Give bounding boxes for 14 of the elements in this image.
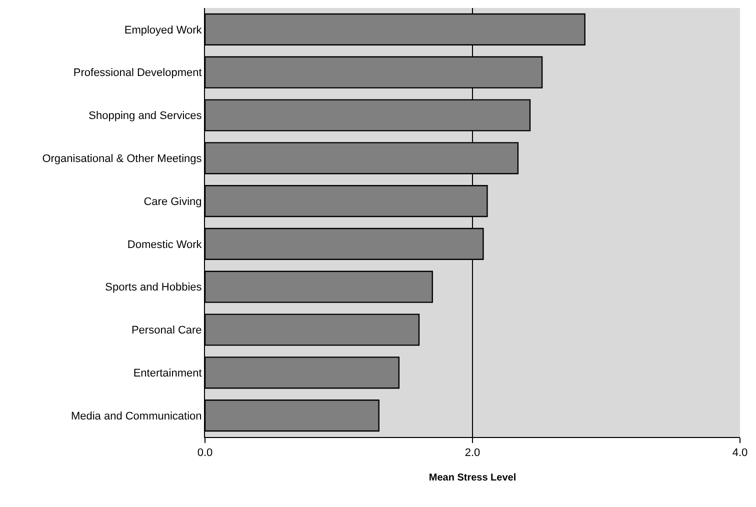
x-tick-label: 4.0	[732, 447, 748, 460]
y-tick-label: Sports and Hobbies	[105, 282, 202, 294]
y-tick-label: Domestic Work	[127, 238, 202, 251]
y-tick-label: Personal Care	[131, 324, 202, 337]
y-tick-label: Shopping and Services	[88, 110, 202, 122]
x-axis-title: Mean Stress Level	[428, 472, 516, 484]
x-tick-label: 2.0	[464, 447, 480, 460]
y-tick-label: Employed Work	[124, 24, 202, 36]
y-tick-label: Organisational & Other Meetings	[42, 153, 202, 165]
y-tick-label: Care Giving	[144, 196, 202, 208]
y-tick-label: Professional Development	[73, 67, 202, 80]
x-tick-label: 0.0	[197, 447, 213, 460]
y-tick-label: Media and Communication	[70, 410, 202, 422]
y-tick-label: Entertainment	[133, 368, 202, 380]
